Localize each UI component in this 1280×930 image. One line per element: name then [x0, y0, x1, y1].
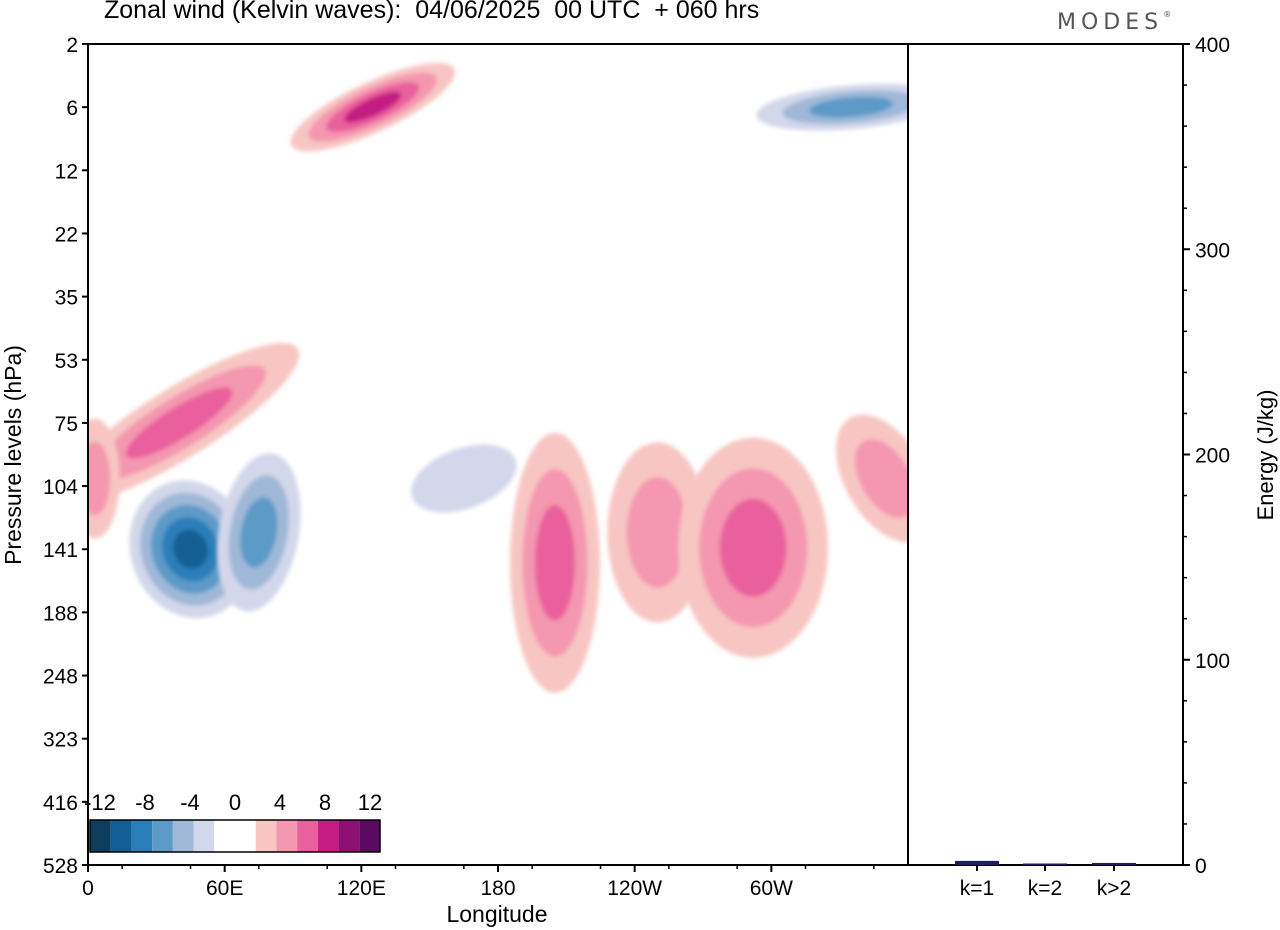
- energy-tick-label: 400: [1195, 34, 1230, 57]
- x-tick-label: 120W: [607, 877, 662, 900]
- brand-logo: MODES®: [1057, 10, 1172, 35]
- colorbar-label: 0: [229, 790, 241, 815]
- energy-bar: [1092, 862, 1136, 865]
- colorbar-swatch: [214, 820, 235, 852]
- energy-bar: [955, 860, 999, 865]
- colorbar-swatch: [297, 820, 318, 852]
- x-tick-label: 0: [82, 877, 94, 900]
- wind-contour-level: [411, 444, 517, 513]
- colorbar-label: -4: [180, 790, 200, 815]
- colorbar-swatch: [131, 820, 153, 852]
- wind-anomaly-blob: [217, 453, 301, 612]
- colorbar-swatch: [359, 820, 380, 852]
- y-tick-label: 323: [43, 729, 78, 752]
- wind-contour-level: [534, 505, 575, 621]
- bar-category-label: k>2: [1097, 877, 1131, 900]
- x-tick-label: 60E: [206, 877, 243, 900]
- wind-contour-level: [240, 497, 278, 568]
- y-tick-label: 104: [43, 476, 78, 499]
- energy-axis-label: Energy (J/kg): [1253, 390, 1278, 521]
- wind-contour-level: [719, 498, 787, 597]
- colorbar-swatch: [255, 820, 277, 852]
- energy-tick-label: 100: [1195, 650, 1230, 673]
- colorbar-label: -12: [84, 790, 116, 815]
- y-tick-label: 188: [43, 602, 78, 625]
- wind-anomaly-blob: [290, 62, 455, 152]
- colorbar-swatch: [317, 820, 339, 852]
- brand-text: MODES: [1057, 10, 1164, 35]
- colorbar-swatch: [172, 820, 194, 852]
- wind-anomaly-blob: [129, 480, 252, 619]
- x-tick-label: 60W: [750, 877, 793, 900]
- colorbar-swatch: [110, 820, 132, 852]
- wind-anomaly-blob: [88, 343, 300, 503]
- wind-anomaly-blob: [756, 83, 908, 131]
- wind-contour-level: [854, 439, 908, 518]
- colorbar-label: 8: [319, 790, 331, 815]
- energy-bar: [1023, 863, 1067, 865]
- wind-contour-level: [626, 476, 689, 588]
- colorbar: -12 -8 -4 0 4 8 12: [84, 790, 382, 853]
- y-tick-label: 2: [66, 34, 78, 57]
- x-tick-label: 120E: [337, 877, 386, 900]
- y-tick-label: 528: [43, 855, 78, 878]
- x-tick-label: 180: [480, 877, 515, 900]
- y-tick-label: 248: [43, 666, 78, 689]
- bar-frame: [907, 43, 1184, 866]
- y-tick-label: 22: [55, 223, 78, 246]
- wind-contour-level: [172, 529, 209, 569]
- y-tick-label: 141: [43, 539, 78, 562]
- colorbar-label: 4: [274, 790, 286, 815]
- energy-bar-chart: 0 100 200 300 400 k=1 k=2 k>2 Energy (J/kg): [907, 34, 1278, 900]
- wind-anomaly-blob: [835, 414, 908, 543]
- wind-contour-level: [344, 91, 402, 123]
- wind-anomaly-blob: [678, 437, 829, 658]
- colorbar-frame: [89, 819, 381, 853]
- wind-anomaly-blob: [509, 432, 600, 693]
- colorbar-swatch: [235, 820, 256, 852]
- colorbar-swatch: [152, 820, 173, 852]
- y-axis-label: Pressure levels (hPa): [0, 345, 26, 565]
- heatmap-field: [88, 62, 908, 693]
- wind-anomaly-blob: [411, 444, 517, 513]
- chart-title: Zonal wind (Kelvin waves): 04/06/2025 00…: [104, 0, 760, 24]
- colorbar-swatch: [276, 820, 298, 852]
- y-tick-label: 75: [55, 413, 78, 436]
- x-axis-label: Longitude: [446, 901, 547, 927]
- wind-contour-level: [808, 96, 894, 118]
- y-tick-label: 35: [55, 287, 78, 310]
- y-tick-label: 416: [43, 792, 78, 815]
- colorbar-label: 12: [358, 790, 382, 815]
- energy-tick-label: 300: [1195, 239, 1230, 262]
- bar-category-label: k=2: [1028, 877, 1062, 900]
- wind-contour-level: [125, 387, 233, 459]
- y-tick-label: 53: [55, 350, 78, 373]
- colorbar-swatch: [90, 820, 111, 852]
- y-tick-label: 12: [55, 160, 78, 183]
- energy-tick-label: 0: [1195, 855, 1207, 878]
- bar-category-label: k=1: [960, 877, 994, 900]
- wind-contour-level: [88, 441, 111, 516]
- y-tick-label: 6: [66, 97, 78, 120]
- wind-anomaly-blob: [88, 418, 120, 539]
- energy-tick-label: 200: [1195, 445, 1230, 468]
- colorbar-label: -8: [135, 790, 155, 815]
- colorbar-swatch: [338, 820, 360, 852]
- colorbar-swatch: [193, 820, 215, 852]
